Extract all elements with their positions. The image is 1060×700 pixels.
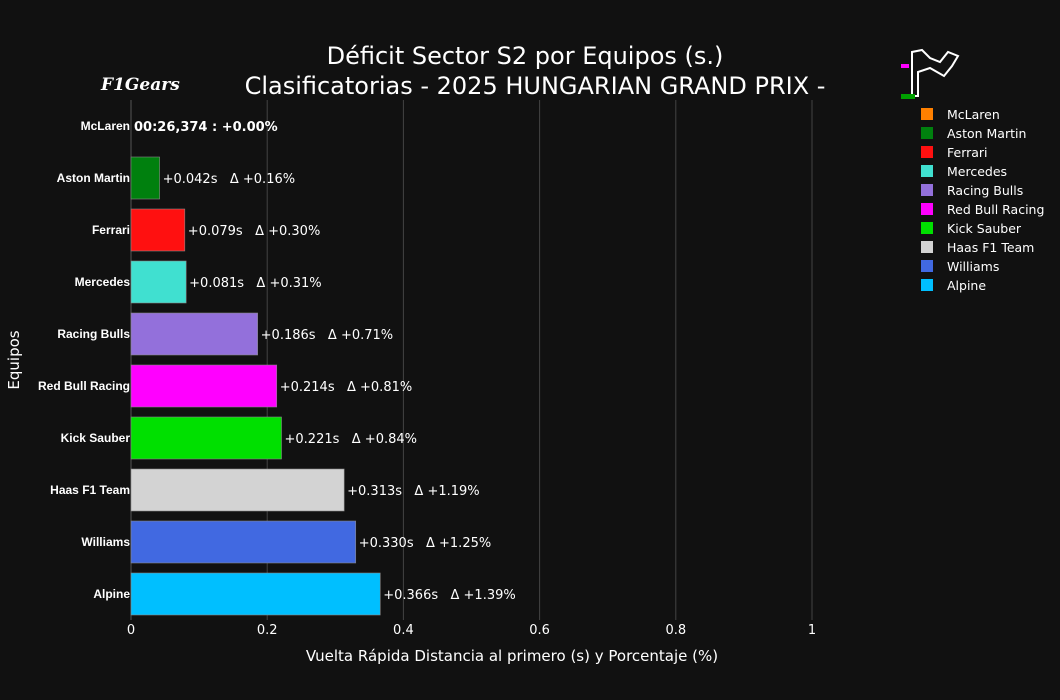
legend-swatch-racing-bulls[interactable]	[921, 184, 933, 196]
x-tick-label: 0.2	[257, 623, 278, 638]
bars-group	[130, 156, 381, 616]
bar-kick-sauber[interactable]	[130, 416, 282, 460]
value-label-kick-sauber: +0.221s Δ +0.84%	[285, 432, 418, 447]
chart-subtitle: Clasificatorias - 2025 HUNGARIAN GRAND P…	[245, 72, 826, 100]
legend-swatch-haas-f1-team[interactable]	[921, 241, 933, 253]
bar-red-bull-racing[interactable]	[130, 364, 278, 408]
value-label-ferrari: +0.079s Δ +0.30%	[188, 224, 321, 239]
value-label-aston-martin: +0.042s Δ +0.16%	[163, 172, 295, 187]
legend-swatch-aston-martin[interactable]	[921, 127, 933, 139]
bar-mercedes[interactable]	[130, 260, 187, 304]
legend-swatch-williams[interactable]	[921, 260, 933, 272]
value-label-haas-f1-team: +0.313s Δ +1.19%	[347, 484, 480, 499]
legend-label-williams[interactable]: Williams	[947, 259, 999, 274]
legend-label-racing-bulls[interactable]: Racing Bulls	[947, 183, 1023, 198]
legend: McLaren Aston Martin Ferrari Mercedes Racing…	[921, 107, 1044, 293]
legend-label-mclaren[interactable]: McLaren	[947, 107, 1000, 122]
bar-ferrari[interactable]	[130, 208, 186, 252]
legend-label-alpine[interactable]: Alpine	[947, 278, 986, 293]
bar-haas-f1-team[interactable]	[130, 468, 345, 512]
x-axis-title: Vuelta Rápida Distancia al primero (s) y…	[306, 647, 718, 665]
value-label-alpine: +0.366s Δ +1.39%	[383, 588, 515, 603]
category-label-racing-bulls: Racing Bulls	[57, 327, 130, 341]
x-tick-label: 0.6	[529, 623, 550, 638]
track-map-icon	[901, 48, 960, 99]
legend-label-haas-f1-team[interactable]: Haas F1 Team	[947, 240, 1034, 255]
legend-label-mercedes[interactable]: Mercedes	[947, 164, 1007, 179]
value-label-williams: +0.330s Δ +1.25%	[359, 536, 492, 551]
legend-swatch-alpine[interactable]	[921, 279, 933, 291]
legend-swatch-red-bull-racing[interactable]	[921, 203, 933, 215]
category-label-alpine: Alpine	[93, 587, 130, 601]
value-label-mclaren: 00:26,374 : +0.00%	[134, 120, 278, 135]
category-label-aston-martin: Aston Martin	[57, 171, 130, 185]
legend-swatch-kick-sauber[interactable]	[921, 222, 933, 234]
category-label-kick-sauber: Kick Sauber	[61, 431, 131, 445]
bar-alpine[interactable]	[130, 572, 381, 616]
category-label-mclaren: McLaren	[81, 119, 130, 133]
logo-text: F1Gears	[100, 75, 180, 95]
legend-swatch-ferrari[interactable]	[921, 146, 933, 158]
y-axis-title: Equipos	[5, 330, 23, 389]
legend-swatch-mercedes[interactable]	[921, 165, 933, 177]
category-label-red-bull-racing: Red Bull Racing	[38, 379, 130, 393]
category-label-haas-f1-team: Haas F1 Team	[50, 483, 130, 497]
value-label-mercedes: +0.081s Δ +0.31%	[189, 276, 322, 291]
value-label-racing-bulls: +0.186s Δ +0.71%	[261, 328, 394, 343]
value-label-red-bull-racing: +0.214s Δ +0.81%	[280, 380, 413, 395]
legend-label-aston-martin[interactable]: Aston Martin	[947, 126, 1026, 141]
legend-label-red-bull-racing[interactable]: Red Bull Racing	[947, 202, 1044, 217]
x-tick-label: 0.8	[665, 623, 686, 638]
category-label-mercedes: Mercedes	[75, 275, 131, 289]
x-tick-labels: 0 0.2 0.4 0.6 0.8 1	[127, 623, 816, 638]
x-tick-label: 0	[127, 623, 135, 638]
bar-aston-martin[interactable]	[130, 156, 160, 200]
bar-racing-bulls[interactable]	[130, 312, 258, 356]
category-labels: McLaren Aston Martin Ferrari Mercedes Racing…	[38, 119, 130, 601]
legend-swatch-mclaren[interactable]	[921, 108, 933, 120]
x-tick-label: 0.4	[393, 623, 414, 638]
value-labels: 00:26,374 : +0.00% +0.042s Δ +0.16% +0.079…	[134, 120, 516, 603]
category-label-ferrari: Ferrari	[92, 223, 130, 237]
x-tick-label: 1	[808, 623, 816, 638]
f1gears-logo-icon: F1Gears	[100, 75, 180, 95]
legend-label-ferrari[interactable]: Ferrari	[947, 145, 988, 160]
legend-label-kick-sauber[interactable]: Kick Sauber	[947, 221, 1022, 236]
category-label-williams: Williams	[81, 535, 130, 549]
chart-title: Déficit Sector S2 por Equipos (s.)	[327, 42, 724, 70]
bar-williams[interactable]	[130, 520, 357, 564]
